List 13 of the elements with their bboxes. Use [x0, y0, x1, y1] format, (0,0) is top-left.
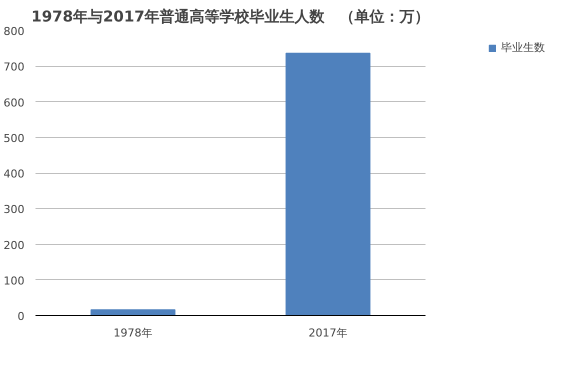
x-tick-label: 2017年 — [308, 326, 348, 340]
y-tick-label: 400 — [4, 168, 25, 180]
chart-title: 1978年与2017年普通高等学校毕业生人数 （单位：万） — [31, 8, 430, 26]
y-tick-label: 700 — [4, 60, 25, 74]
y-tick-label: 800 — [4, 25, 25, 38]
y-tick-label: 0 — [18, 310, 24, 323]
y-tick-label: 200 — [4, 238, 25, 252]
y-tick-label: 500 — [4, 132, 25, 145]
y-tick-label: 100 — [4, 274, 25, 288]
x-tick-label: 1978年 — [114, 326, 153, 340]
legend-label: 毕业生数 — [501, 40, 545, 55]
y-tick-label: 600 — [4, 96, 25, 110]
y-tick-label: 300 — [4, 203, 25, 216]
